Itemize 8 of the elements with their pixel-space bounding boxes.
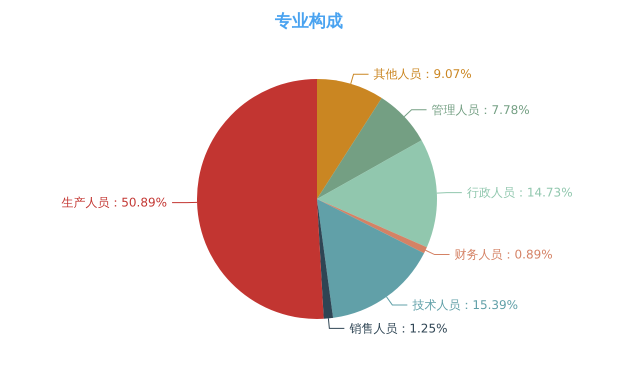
slice-label: 技术人员：15.39% [411,298,518,312]
slice-label: 销售人员：1.25% [348,321,448,336]
slice-label: 行政人员：14.73% [466,186,573,200]
chart-title: 专业构成 [274,12,343,32]
slice-label: 生产人员：50.89% [61,196,168,210]
slice-label: 其他人员：9.07% [374,67,472,82]
slice-label: 财务人员：0.89% [454,248,553,262]
slice-label: 管理人员：7.78% [432,102,530,117]
